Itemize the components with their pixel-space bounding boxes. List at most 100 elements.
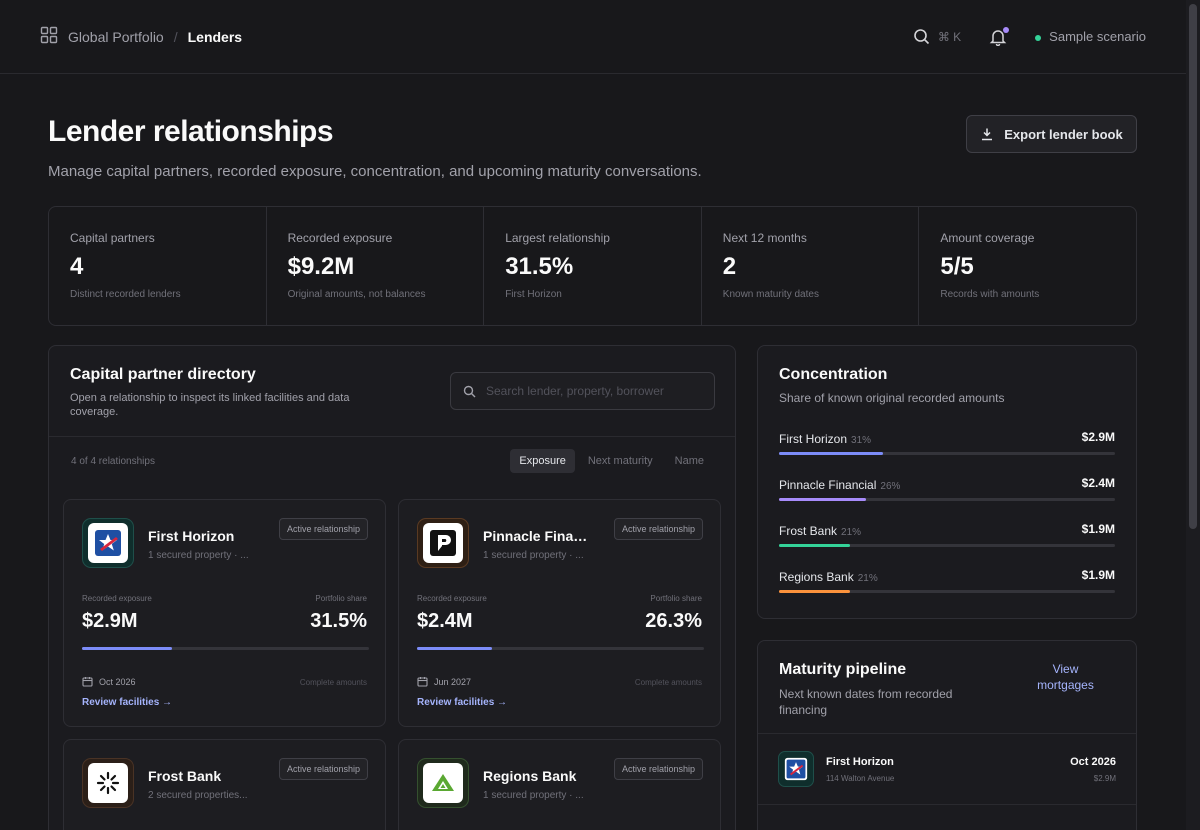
- lender-name: Frost Bank: [148, 768, 222, 784]
- concentration-title: Concentration: [779, 366, 888, 383]
- sort-name[interactable]: Name: [674, 455, 704, 467]
- status-badge: Active relationship: [278, 758, 368, 780]
- share-label: Portfolio share: [650, 594, 702, 603]
- concentration-bar: [779, 590, 1115, 593]
- page-scrollbar[interactable]: [1186, 0, 1200, 830]
- stat-value: 4: [70, 253, 84, 280]
- exposure-label: Recorded exposure: [417, 594, 487, 603]
- stat-amount-coverage: Amount coverage 5/5 Records with amounts: [919, 207, 1136, 325]
- divider: [758, 733, 1136, 734]
- maturity-amount: $2.9M: [1093, 774, 1116, 783]
- concentration-bar-fill: [779, 544, 850, 547]
- lender-name: Regions Bank: [483, 768, 577, 784]
- stat-recorded-exposure: Recorded exposure $9.2M Original amounts…: [267, 207, 485, 325]
- lender-summary: 1 secured property · ...: [483, 550, 584, 561]
- stat-value: $9.2M: [287, 253, 355, 280]
- stat-note: Records with amounts: [940, 289, 1040, 300]
- lender-card-first-horizon[interactable]: First Horizon 1 secured property · ... A…: [63, 499, 386, 727]
- stat-label: Largest relationship: [505, 231, 610, 245]
- review-facilities-link[interactable]: Review facilities →: [417, 697, 508, 708]
- stat-capital-partners: Capital partners 4 Distinct recorded len…: [49, 207, 267, 325]
- share-label: Portfolio share: [315, 594, 367, 603]
- maturity-row[interactable]: First Horizon 114 Walton Avenue Oct 2026…: [758, 734, 1136, 804]
- share-bar-fill: [417, 647, 493, 650]
- concentration-bar: [779, 498, 1115, 501]
- maturity-date: Oct 2026: [1070, 756, 1116, 768]
- concentration-lender: First Horizon 31%: [779, 432, 871, 446]
- review-facilities-link[interactable]: Review facilities →: [82, 697, 173, 708]
- status-badge: Active relationship: [613, 758, 703, 780]
- concentration-amount: $2.4M: [1081, 476, 1115, 490]
- concentration-amount: $2.9M: [1081, 430, 1115, 444]
- directory-search[interactable]: [450, 372, 715, 410]
- lender-summary: 1 secured property · ...: [148, 550, 249, 561]
- status-badge: Active relationship: [278, 518, 368, 540]
- search-icon: [914, 29, 929, 45]
- concentration-bar-fill: [779, 498, 867, 501]
- lender-summary: 2 secured properties...: [148, 790, 248, 801]
- relationship-count: 4 of 4 relationships: [71, 456, 155, 467]
- concentration-amount: $1.9M: [1081, 568, 1115, 582]
- concentration-panel: Concentration Share of known original re…: [757, 345, 1137, 619]
- sort-next-maturity[interactable]: Next maturity: [587, 455, 653, 467]
- concentration-lender-name: Pinnacle Financial: [779, 478, 877, 492]
- exposure-value: $2.4M: [417, 610, 473, 632]
- concentration-row: Regions Bank 21% $1.9M: [779, 568, 1115, 600]
- share-bar-fill: [82, 647, 173, 650]
- breadcrumb-parent[interactable]: Global Portfolio: [68, 28, 164, 45]
- stat-note: Known maturity dates: [722, 289, 819, 300]
- maturity-date-text: Jun 2027: [434, 676, 472, 687]
- concentration-bar-fill: [779, 452, 884, 455]
- lender-name: Pinnacle Financial: [483, 528, 595, 544]
- concentration-lender-name: First Horizon: [779, 432, 848, 446]
- download-icon: [982, 128, 993, 141]
- stat-label: Amount coverage: [940, 231, 1035, 245]
- divider: [758, 804, 1136, 805]
- lender-card-regions-bank[interactable]: Regions Bank 1 secured property · ... Ac…: [398, 739, 721, 830]
- directory-subtitle: Open a relationship to inspect its linke…: [70, 392, 350, 418]
- calendar-icon: [417, 677, 428, 687]
- export-lender-book-button[interactable]: Export lender book: [966, 115, 1137, 153]
- search-icon: [463, 385, 476, 397]
- top-bar: Global Portfolio / Lenders ⌘ K Sample sc…: [0, 0, 1186, 74]
- directory-title: Capital partner directory: [70, 366, 256, 383]
- share-value: 26.3%: [645, 610, 702, 632]
- concentration-lender-name: Frost Bank: [779, 524, 838, 538]
- concentration-bar-fill: [779, 590, 850, 593]
- stat-label: Recorded exposure: [287, 231, 393, 245]
- maturity-subtitle: Next known dates from recorded financing: [779, 687, 953, 717]
- capital-partner-directory: Capital partner directory Open a relatio…: [48, 345, 736, 830]
- status-badge: Active relationship: [613, 518, 703, 540]
- stat-label: Capital partners: [70, 231, 155, 245]
- concentration-pct: 26%: [880, 481, 901, 492]
- global-search-button[interactable]: ⌘ K: [913, 28, 961, 45]
- scrollbar-thumb[interactable]: [1189, 4, 1197, 529]
- scenario-indicator[interactable]: Sample scenario: [1035, 29, 1146, 44]
- regions-bank-logo-icon: [432, 774, 454, 791]
- first-horizon-logo-icon: [784, 757, 808, 781]
- sort-exposure[interactable]: Exposure: [510, 449, 575, 473]
- maturity-date: Jun 2027: [417, 676, 471, 687]
- concentration-subtitle: Share of known original recorded amounts: [779, 391, 1005, 405]
- lender-card-frost-bank[interactable]: Frost Bank 2 secured properties... Activ…: [63, 739, 386, 830]
- stat-largest-relationship: Largest relationship 31.5% First Horizon: [484, 207, 702, 325]
- share-bar: [417, 647, 704, 650]
- grid-icon[interactable]: [40, 26, 58, 47]
- lender-card-pinnacle-financial[interactable]: Pinnacle Financial 1 secured property · …: [398, 499, 721, 727]
- share-value: 31.5%: [310, 610, 367, 632]
- amount-coverage-note: Complete amounts: [299, 678, 367, 687]
- stat-value: 2: [722, 253, 737, 280]
- notifications-button[interactable]: [989, 26, 1010, 46]
- lender-logo: [417, 518, 469, 568]
- lender-logo: [82, 518, 134, 568]
- breadcrumb-current: Lenders: [187, 28, 243, 45]
- export-label: Export lender book: [1004, 126, 1123, 142]
- sort-tabs: Exposure Next maturity Name: [510, 449, 713, 473]
- lender-logo: [778, 751, 814, 787]
- concentration-lender: Frost Bank 21%: [779, 524, 861, 538]
- directory-search-input[interactable]: [486, 384, 696, 398]
- concentration-row: Frost Bank 21% $1.9M: [779, 522, 1115, 554]
- exposure-label: Recorded exposure: [82, 594, 152, 603]
- view-mortgages-link[interactable]: View mortgages: [1037, 662, 1094, 692]
- maturity-pipeline-panel: Maturity pipeline Next known dates from …: [757, 640, 1137, 830]
